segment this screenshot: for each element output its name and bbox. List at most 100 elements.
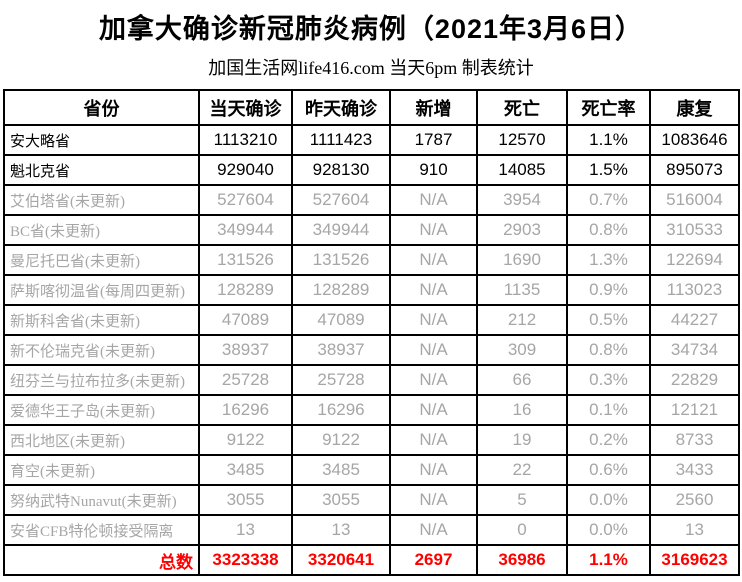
cell-deaths: 16 <box>476 394 568 426</box>
total-death-rate: 1.1% <box>566 544 651 576</box>
cell-yesterday: 527604 <box>291 184 391 216</box>
cell-today: 16296 <box>198 394 293 426</box>
table-row: 安大略省 1113210 1111423 1787 12570 1.1% 1083646 <box>3 124 740 156</box>
cell-recovered: 1083646 <box>649 124 740 156</box>
cell-new-cases: N/A <box>389 424 478 456</box>
cell-yesterday: 349944 <box>291 214 391 246</box>
cell-province: 新斯科舍省(未更新) <box>3 304 200 336</box>
cell-new-cases: N/A <box>389 454 478 486</box>
cell-new-cases: N/A <box>389 304 478 336</box>
cell-death-rate: 1.3% <box>566 244 651 276</box>
cell-deaths: 0 <box>476 514 568 546</box>
cell-today: 13 <box>198 514 293 546</box>
cell-death-rate: 1.1% <box>566 124 651 156</box>
cell-deaths: 2903 <box>476 214 568 246</box>
cell-new-cases: N/A <box>389 364 478 396</box>
cell-deaths: 5 <box>476 484 568 516</box>
cell-today: 128289 <box>198 274 293 306</box>
col-header-death-rate: 死亡率 <box>566 89 651 126</box>
cell-recovered: 895073 <box>649 154 740 186</box>
table-row: 纽芬兰与拉布拉多(未更新) 25728 25728 N/A 66 0.3% 22829 <box>3 364 740 396</box>
cell-today: 349944 <box>198 214 293 246</box>
table-row: BC省(未更新) 349944 349944 N/A 2903 0.8% 310533 <box>3 214 740 246</box>
cell-recovered: 113023 <box>649 274 740 306</box>
cell-today: 38937 <box>198 334 293 366</box>
cell-yesterday: 13 <box>291 514 391 546</box>
cell-province: 新不伦瑞克省(未更新) <box>3 334 200 366</box>
cell-deaths: 66 <box>476 364 568 396</box>
table-row: 萨斯喀彻温省(每周四更新) 128289 128289 N/A 1135 0.9% 1130… <box>3 274 740 306</box>
cell-death-rate: 0.7% <box>566 184 651 216</box>
cell-yesterday: 16296 <box>291 394 391 426</box>
col-header-yesterday-confirmed: 昨天确诊 <box>291 89 391 126</box>
cell-today: 3055 <box>198 484 293 516</box>
cell-yesterday: 3055 <box>291 484 391 516</box>
cell-new-cases: N/A <box>389 214 478 246</box>
col-header-recovered: 康复 <box>649 89 740 126</box>
cell-new-cases: N/A <box>389 274 478 306</box>
cell-province: 安大略省 <box>3 124 200 156</box>
cell-deaths: 309 <box>476 334 568 366</box>
cell-death-rate: 0.8% <box>566 214 651 246</box>
cell-province: 西北地区(未更新) <box>3 424 200 456</box>
cell-today: 25728 <box>198 364 293 396</box>
cell-deaths: 12570 <box>476 124 568 156</box>
cell-deaths: 1690 <box>476 244 568 276</box>
cell-recovered: 2560 <box>649 484 740 516</box>
table-row: 曼尼托巴省(未更新) 131526 131526 N/A 1690 1.3% 122694 <box>3 244 740 276</box>
table-row: 新不伦瑞克省(未更新) 38937 38937 N/A 309 0.8% 34734 <box>3 334 740 366</box>
total-recovered: 3169623 <box>649 544 740 576</box>
table-row: 魁北克省 929040 928130 910 14085 1.5% 895073 <box>3 154 740 186</box>
cell-death-rate: 0.1% <box>566 394 651 426</box>
table-row: 西北地区(未更新) 9122 9122 N/A 19 0.2% 8733 <box>3 424 740 456</box>
table-row: 育空(未更新) 3485 3485 N/A 22 0.6% 3433 <box>3 454 740 486</box>
cell-province: 育空(未更新) <box>3 454 200 486</box>
col-header-new-cases: 新增 <box>389 89 478 126</box>
cell-yesterday: 47089 <box>291 304 391 336</box>
cell-today: 527604 <box>198 184 293 216</box>
cell-death-rate: 0.2% <box>566 424 651 456</box>
total-row: 总数 3323338 3320641 2697 36986 1.1% 3169623 <box>3 544 740 576</box>
col-header-province: 省份 <box>3 89 200 126</box>
cell-today: 131526 <box>198 244 293 276</box>
cell-yesterday: 38937 <box>291 334 391 366</box>
cell-death-rate: 0.8% <box>566 334 651 366</box>
col-header-deaths: 死亡 <box>476 89 568 126</box>
cell-province: 魁北克省 <box>3 154 200 186</box>
cell-province: 曼尼托巴省(未更新) <box>3 244 200 276</box>
cell-death-rate: 1.5% <box>566 154 651 186</box>
cell-deaths: 3954 <box>476 184 568 216</box>
total-new-cases: 2697 <box>389 544 478 576</box>
total-today: 3323338 <box>198 544 293 576</box>
page-title: 加拿大确诊新冠肺炎病例（2021年3月6日） <box>98 14 644 44</box>
cell-recovered: 34734 <box>649 334 740 366</box>
table-row: 新斯科舍省(未更新) 47089 47089 N/A 212 0.5% 44227 <box>3 304 740 336</box>
cell-yesterday: 1111423 <box>291 124 391 156</box>
cell-recovered: 122694 <box>649 244 740 276</box>
cell-yesterday: 25728 <box>291 364 391 396</box>
cell-death-rate: 0.0% <box>566 484 651 516</box>
cell-death-rate: 0.3% <box>566 364 651 396</box>
cell-recovered: 44227 <box>649 304 740 336</box>
table-row: 爱德华王子岛(未更新) 16296 16296 N/A 16 0.1% 12121 <box>3 394 740 426</box>
table-row: 努纳武特Nunavut(未更新) 3055 3055 N/A 5 0.0% 2560 <box>3 484 740 516</box>
cell-deaths: 22 <box>476 454 568 486</box>
cell-recovered: 516004 <box>649 184 740 216</box>
cell-new-cases: N/A <box>389 244 478 276</box>
covid-stats-table: 省份 当天确诊 昨天确诊 新增 死亡 死亡率 康复 安大略省 1113210 111… <box>3 89 740 576</box>
total-deaths: 36986 <box>476 544 568 576</box>
cell-recovered: 310533 <box>649 214 740 246</box>
cell-today: 3485 <box>198 454 293 486</box>
header-row: 省份 当天确诊 昨天确诊 新增 死亡 死亡率 康复 <box>3 89 740 126</box>
cell-death-rate: 0.5% <box>566 304 651 336</box>
cell-new-cases: N/A <box>389 514 478 546</box>
cell-recovered: 3433 <box>649 454 740 486</box>
cell-death-rate: 0.9% <box>566 274 651 306</box>
cell-yesterday: 131526 <box>291 244 391 276</box>
cell-new-cases: N/A <box>389 334 478 366</box>
cell-new-cases: N/A <box>389 184 478 216</box>
cell-yesterday: 128289 <box>291 274 391 306</box>
cell-recovered: 12121 <box>649 394 740 426</box>
table-row: 安省CFB特伦顿接受隔离 13 13 N/A 0 0.0% 13 <box>3 514 740 546</box>
